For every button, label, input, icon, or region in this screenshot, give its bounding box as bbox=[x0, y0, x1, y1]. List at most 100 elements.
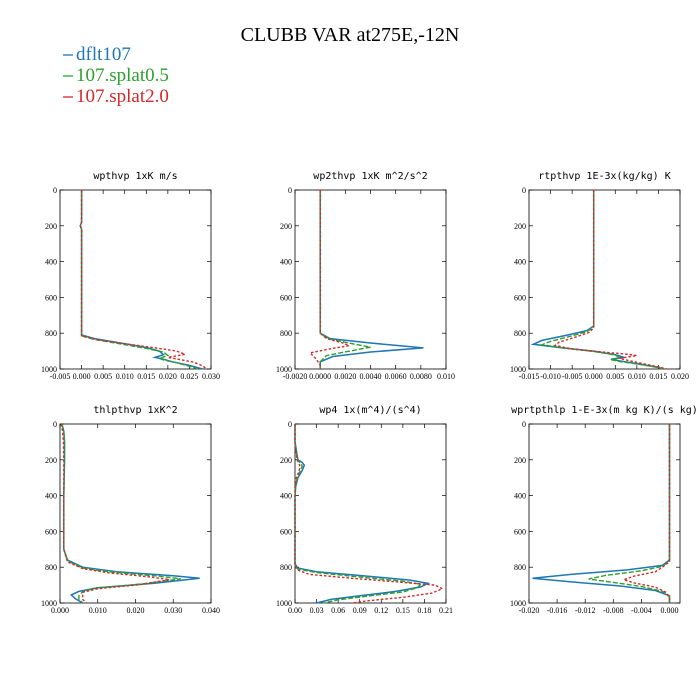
y-tick-label: 0 bbox=[53, 186, 57, 195]
chart-title: CLUBB VAR at275E,-12N bbox=[241, 24, 460, 46]
y-tick-label: 600 bbox=[45, 527, 57, 536]
plot-frame bbox=[294, 189, 447, 370]
x-tick-label: 0.0020 bbox=[334, 372, 356, 381]
x-tick-label: 0.0080 bbox=[410, 372, 432, 381]
x-tick-label: 0.015 bbox=[649, 372, 667, 381]
x-tick-label: 0.030 bbox=[202, 372, 220, 381]
y-tick-label: 800 bbox=[280, 563, 292, 572]
panel-title: rtpthvp 1E-3x(kg/kg) K bbox=[538, 171, 670, 182]
panel-title: wp4 1x(m^4)/(s^4) bbox=[319, 405, 421, 416]
x-tick-label: 0.010 bbox=[628, 372, 646, 381]
x-tick-label: -0.016 bbox=[547, 606, 568, 615]
plot-frame bbox=[59, 189, 212, 370]
panel-3: rtpthvp 1E-3x(kg/kg) K02004006008001000-… bbox=[510, 171, 689, 381]
x-tick-label: 0.005 bbox=[94, 372, 112, 381]
series-107-splat2-0 bbox=[60, 423, 170, 604]
x-tick-label: 0.015 bbox=[137, 372, 155, 381]
x-tick-label: 0.010 bbox=[89, 606, 107, 615]
x-tick-label: 0.025 bbox=[180, 372, 198, 381]
y-tick-label: 1000 bbox=[276, 599, 292, 608]
x-tick-label: 0.09 bbox=[353, 606, 367, 615]
x-tick-label: -0.005 bbox=[50, 372, 71, 381]
series-107-splat2-0 bbox=[79, 190, 208, 370]
y-tick-label: 400 bbox=[280, 258, 292, 267]
x-tick-label: 0.000 bbox=[660, 606, 678, 615]
x-tick-label: 0.000 bbox=[585, 372, 603, 381]
series-107-splat2-0 bbox=[294, 424, 445, 604]
y-tick-label: 0 bbox=[522, 186, 526, 195]
y-tick-label: 0 bbox=[53, 420, 57, 429]
x-tick-label: 0.21 bbox=[439, 606, 453, 615]
y-tick-label: 0 bbox=[288, 420, 292, 429]
series-dflt107 bbox=[61, 423, 200, 604]
y-tick-label: 200 bbox=[280, 222, 292, 231]
y-tick-label: 600 bbox=[45, 293, 57, 302]
x-tick-label: -0.020 bbox=[519, 606, 540, 615]
y-tick-label: 600 bbox=[514, 293, 526, 302]
x-tick-label: -0.008 bbox=[603, 606, 624, 615]
x-tick-label: 0.18 bbox=[417, 606, 431, 615]
y-tick-label: 800 bbox=[45, 329, 57, 338]
y-tick-label: 200 bbox=[45, 456, 57, 465]
x-tick-label: 0.020 bbox=[159, 372, 177, 381]
x-tick-label: 0.010 bbox=[116, 372, 134, 381]
x-tick-label: 0.020 bbox=[127, 606, 145, 615]
x-tick-label: 0.010 bbox=[437, 372, 455, 381]
x-tick-label: 0.15 bbox=[396, 606, 410, 615]
x-tick-label: -0.005 bbox=[562, 372, 583, 381]
y-tick-label: 400 bbox=[514, 492, 526, 501]
x-tick-label: 0.040 bbox=[202, 606, 220, 615]
y-tick-label: 400 bbox=[514, 258, 526, 267]
y-tick-label: 1000 bbox=[276, 365, 292, 374]
series-107-splat0-5 bbox=[61, 423, 181, 604]
panel-title: wpthvp 1xK m/s bbox=[93, 171, 177, 182]
panel-6: wprtpthlp 1-E-3x(m kg K)/(s kg) 0 200 400 60… bbox=[510, 405, 698, 615]
y-tick-label: 200 bbox=[45, 222, 57, 231]
legend-entry-107-splat2-0: 107.splat2.0 bbox=[76, 86, 169, 107]
legend-entry-107-splat0-5: 107.splat0.5 bbox=[76, 65, 169, 86]
series-107-splat0-5 bbox=[319, 190, 371, 369]
x-tick-label: 0.0040 bbox=[360, 372, 382, 381]
x-tick-label: -0.004 bbox=[631, 606, 652, 615]
x-tick-label: -0.0020 bbox=[283, 372, 308, 381]
series-dflt107 bbox=[79, 190, 203, 370]
x-tick-label: 0.12 bbox=[374, 606, 388, 615]
series-dflt107 bbox=[319, 190, 424, 369]
y-tick-label: 800 bbox=[514, 329, 526, 338]
y-tick-label: 1000 bbox=[510, 365, 526, 374]
y-tick-label: 0 bbox=[522, 420, 526, 429]
x-tick-label: -0.015 bbox=[519, 372, 540, 381]
series-dflt107 bbox=[294, 424, 431, 604]
y-tick-label: 400 bbox=[280, 492, 292, 501]
x-tick-label: 0.00 bbox=[288, 606, 302, 615]
y-tick-label: 1000 bbox=[41, 365, 57, 374]
series-107-splat2-0 bbox=[553, 190, 668, 370]
y-tick-label: 800 bbox=[45, 563, 57, 572]
series-107-splat0-5 bbox=[294, 424, 423, 604]
x-tick-label: -0.010 bbox=[540, 372, 561, 381]
panel-2: wp2thvp 1xK m^2/s^2 0 200 400 600 800 1000-0.0… bbox=[276, 171, 455, 381]
panel-title: wprtpthlp 1-E-3x(m kg K)/(s kg) bbox=[511, 405, 698, 416]
series-107-splat2-0 bbox=[621, 424, 671, 603]
x-tick-label: 0.06 bbox=[331, 606, 345, 615]
y-tick-label: 800 bbox=[514, 563, 526, 572]
y-tick-label: 0 bbox=[288, 186, 292, 195]
y-tick-label: 1000 bbox=[41, 599, 57, 608]
panel-title: thlpthvp 1xK^2 bbox=[93, 405, 177, 416]
x-tick-label: 0.0060 bbox=[385, 372, 407, 381]
x-tick-label: 0.03 bbox=[310, 606, 324, 615]
y-tick-label: 400 bbox=[45, 492, 57, 501]
y-tick-label: 200 bbox=[280, 456, 292, 465]
plot-frame bbox=[528, 423, 681, 604]
x-tick-label: 0.0000 bbox=[309, 372, 331, 381]
y-tick-label: 1000 bbox=[510, 599, 526, 608]
series-107-splat0-5 bbox=[539, 190, 663, 370]
y-tick-label: 200 bbox=[514, 222, 526, 231]
x-tick-label: 0.030 bbox=[164, 606, 182, 615]
y-tick-label: 600 bbox=[280, 293, 292, 302]
